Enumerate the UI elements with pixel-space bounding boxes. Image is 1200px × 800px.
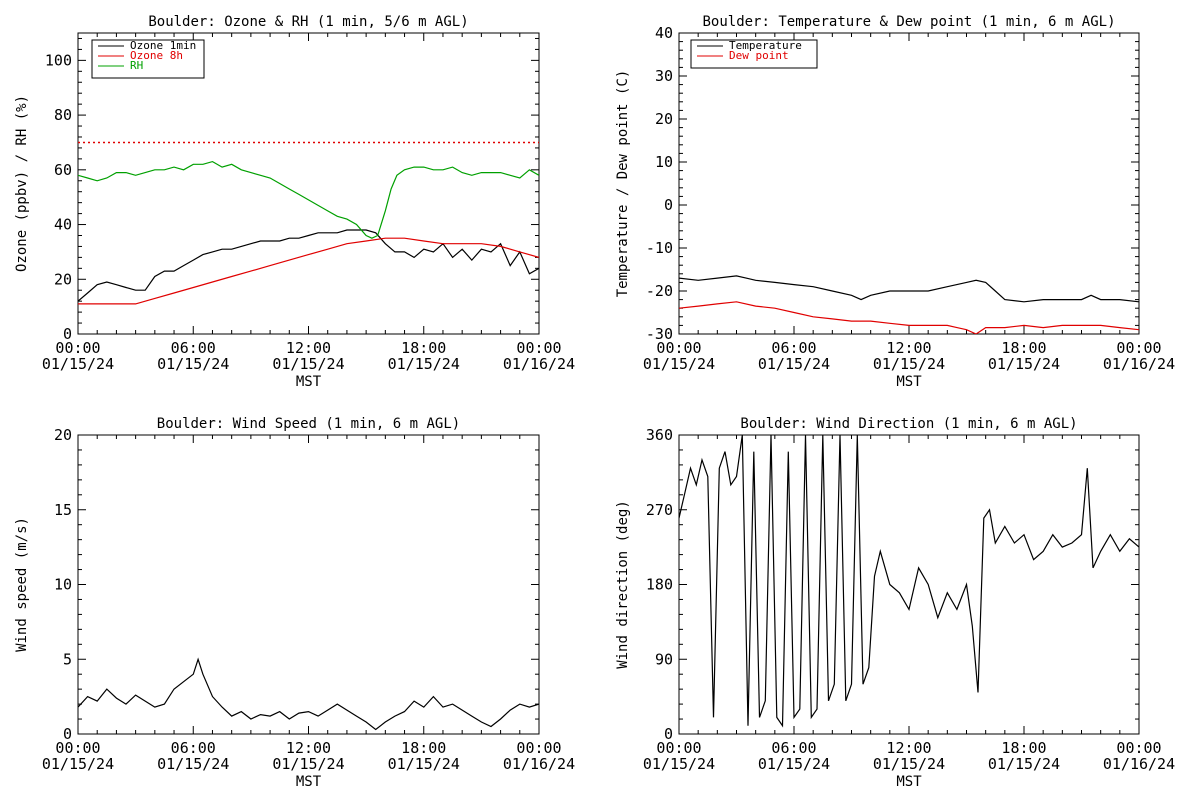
temp-dew-ytick-label: 0 [664,196,673,214]
temp-dew-xtick-time: 12:00 [886,339,931,357]
temp-dew-xtick-date: 01/15/24 [873,355,945,373]
ozone-rh-xtick-time: 18:00 [401,339,446,357]
wind-dir-xtick-time: 18:00 [1001,739,1046,757]
temp-dew-legend-box [690,39,818,69]
ozone-rh-legend-label: Ozone 8h [130,49,183,62]
temp-dew-title: Boulder: Temperature & Dew point (1 min,… [702,14,1115,30]
temp-dew-xtick-date: 01/15/24 [988,355,1060,373]
wind-speed-xtick-date: 01/15/24 [157,755,229,773]
wind-speed-ytick-label: 15 [54,501,72,519]
ozone-rh-ytick-label: 20 [54,270,72,288]
wind-dir-ytick-label: 0 [664,725,673,743]
temp-dew-legend-label: Temperature [729,39,802,52]
temp-dew-xtick-date: 01/16/24 [1103,355,1175,373]
wind-dir-plot-frame [678,434,1140,735]
ozone-rh-xtick-date: 01/15/24 [272,355,344,373]
temp-dew-series-temperature [679,275,1139,303]
temp-dew-ytick-label: 40 [655,24,673,42]
wind-speed-xtick-time: 18:00 [401,739,446,757]
ozone-rh-chart: Boulder: Ozone & RH (1 min, 5/6 m AGL) 0 2… [14,14,575,390]
wind-speed-ylabel: Wind speed (m/s) [14,517,30,652]
temp-dew-ytick-label: 20 [655,110,673,128]
ozone-rh-xtick-time: 12:00 [286,339,331,357]
temp-dew-xtick-time: 00:00 [1116,339,1161,357]
ozone-rh-series-ozone-8h [78,237,539,305]
ozone-rh-series-ozone-1min [78,229,539,302]
wind-speed-xtick-time: 06:00 [171,739,216,757]
wind-dir-xtick-date: 01/15/24 [873,755,945,773]
wind-speed-title: Boulder: Wind Speed (1 min, 6 m AGL) [157,416,460,432]
wind-speed-ytick-label: 10 [54,576,72,594]
wind-dir-title: Boulder: Wind Direction (1 min, 6 m AGL) [740,416,1077,432]
temp-dew-xtick-time: 18:00 [1001,339,1046,357]
wind-dir-ytick-label: 90 [655,650,673,668]
wind-speed-xtick-time: 12:00 [286,739,331,757]
ozone-rh-legend-label: RH [130,59,143,72]
temp-dew-xtick-time: 00:00 [656,339,701,357]
temp-dew-ytick-label: -20 [646,282,673,300]
temp-dew-legend-label: Dew point [729,49,789,62]
wind-speed-ytick-label: 20 [54,426,72,444]
wind-speed-series-wind-speed [78,657,539,731]
wind-speed-xtick-date: 01/16/24 [503,755,575,773]
temp-dew-ytick-label: -10 [646,239,673,257]
ozone-rh-xtick-date: 01/15/24 [388,355,460,373]
ozone-rh-xtick-date: 01/16/24 [503,355,575,373]
temp-dew-ytick-label: 10 [655,153,673,171]
temp-dew-ylabel: Temperature / Dew point (C) [615,70,631,298]
ozone-rh-xtick-date: 01/15/24 [42,355,114,373]
wind-dir-xtick-time: 00:00 [1116,739,1161,757]
ozone-rh-ytick-label: 40 [54,216,72,234]
wind-direction-chart: Boulder: Wind Direction (1 min, 6 m AGL)… [615,416,1175,790]
wind-speed-xtick-time: 00:00 [516,739,561,757]
temp-dew-ytick-label: 30 [655,67,673,85]
ozone-rh-ytick-label: 80 [54,106,72,124]
temp-dew-xtick-date: 01/15/24 [758,355,830,373]
wind-dir-xtick-date: 01/15/24 [643,755,715,773]
temp-dew-xlabel: MST [896,374,922,390]
wind-dir-ytick-label: 180 [646,576,673,594]
ozone-rh-ytick-label: 100 [45,51,72,69]
ozone-rh-xtick-date: 01/15/24 [157,355,229,373]
wind-dir-xtick-date: 01/15/24 [988,755,1060,773]
wind-dir-ylabel: Wind direction (deg) [615,500,631,669]
wind-dir-xtick-time: 06:00 [771,739,816,757]
temp-dew-xtick-time: 06:00 [771,339,816,357]
ozone-rh-xtick-time: 00:00 [516,339,561,357]
wind-dir-xtick-date: 01/15/24 [758,755,830,773]
wind-speed-xlabel: MST [296,774,322,790]
wind-speed-ytick-label: 5 [63,650,72,668]
wind-speed-xtick-date: 01/15/24 [42,755,114,773]
ozone-rh-ytick-label: 60 [54,161,72,179]
temp-dew-plot-frame [678,32,1140,335]
temperature-dewpoint-chart: Boulder: Temperature & Dew point (1 min,… [615,14,1175,390]
wind-dir-xlabel: MST [896,774,922,790]
ozone-rh-series-rh [78,160,539,239]
wind-speed-xtick-time: 00:00 [55,739,100,757]
ozone-rh-legend-label: Ozone 1min [130,39,196,52]
ozone-rh-ylabel: Ozone (ppbv) / RH (%) [14,95,30,272]
wind-speed-plot-frame [77,434,540,735]
ozone-rh-title: Boulder: Ozone & RH (1 min, 5/6 m AGL) [148,14,468,30]
temp-dew-xtick-date: 01/15/24 [643,355,715,373]
wind-dir-xtick-time: 00:00 [656,739,701,757]
wind-dir-ytick-label: 270 [646,501,673,519]
wind-speed-ytick-label: 0 [63,725,72,743]
ozone-rh-xtick-time: 00:00 [55,339,100,357]
wind-dir-ytick-label: 360 [646,426,673,444]
temp-dew-ytick-label: -30 [646,325,673,343]
ozone-rh-xlabel: MST [296,374,322,390]
wind-speed-xtick-date: 01/15/24 [388,755,460,773]
wind-dir-xtick-time: 12:00 [886,739,931,757]
wind-dir-series-wind-direction [679,435,1139,728]
wind-speed-xtick-date: 01/15/24 [272,755,344,773]
ozone-rh-ytick-label: 0 [63,325,72,343]
temp-dew-series-dew-point [679,301,1139,334]
wind-dir-xtick-date: 01/16/24 [1103,755,1175,773]
wind-speed-chart: Boulder: Wind Speed (1 min, 6 m AGL) 0 5 10… [14,416,575,790]
ozone-rh-xtick-time: 06:00 [171,339,216,357]
